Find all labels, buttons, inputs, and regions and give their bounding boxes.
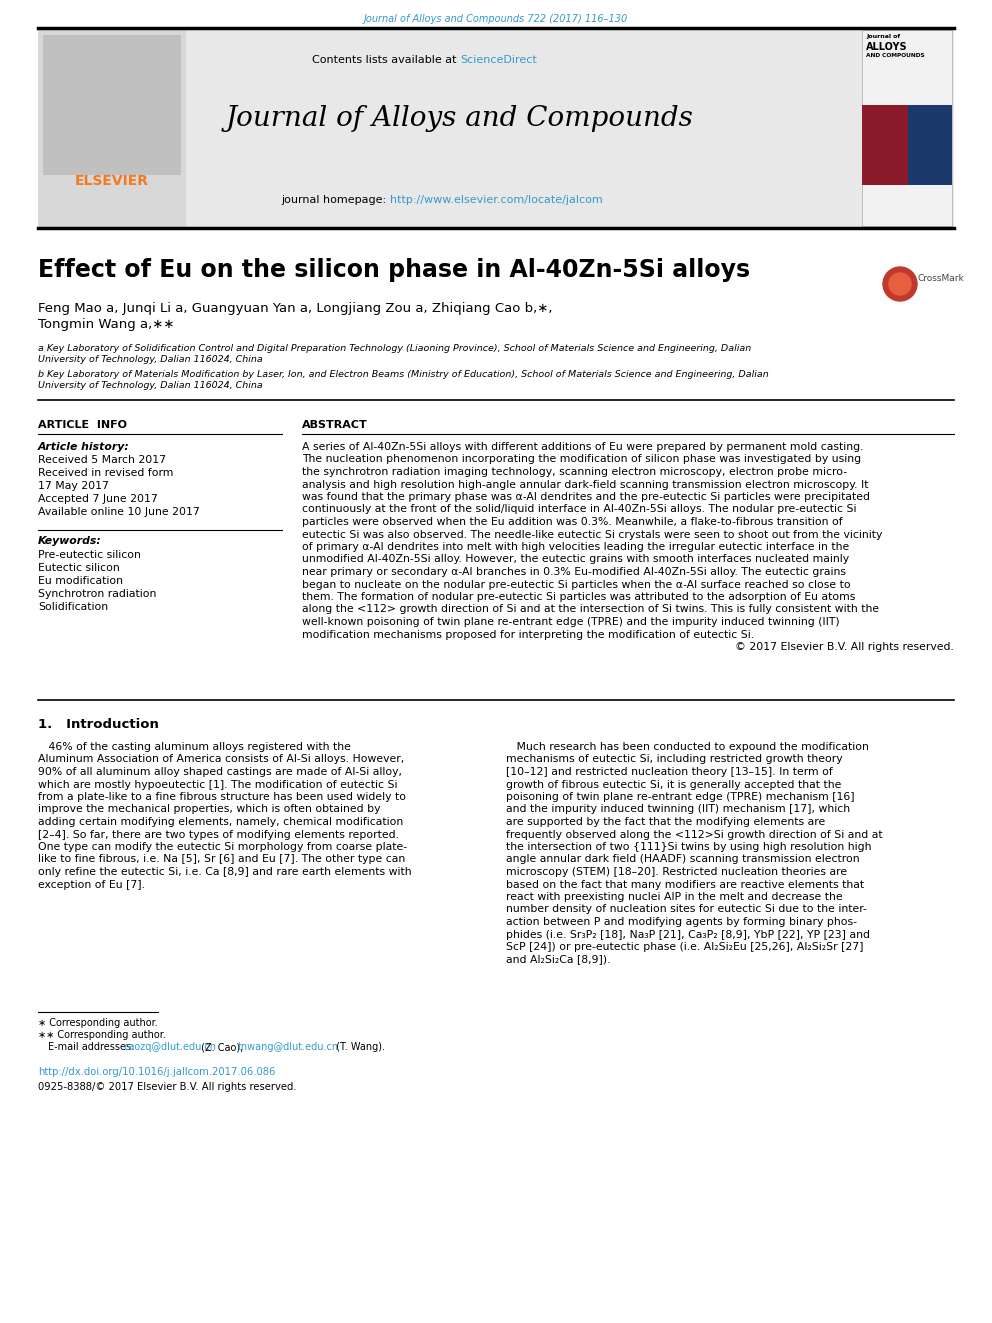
Text: the synchrotron radiation imaging technology, scanning electron microscopy, elec: the synchrotron radiation imaging techno… — [302, 467, 847, 478]
Text: ABSTRACT: ABSTRACT — [302, 419, 368, 430]
Text: Tongmin Wang a,∗∗: Tongmin Wang a,∗∗ — [38, 318, 175, 331]
Text: action between P and modifying agents by forming binary phos-: action between P and modifying agents by… — [506, 917, 857, 927]
Text: Accepted 7 June 2017: Accepted 7 June 2017 — [38, 493, 158, 504]
Text: ✕: ✕ — [896, 280, 904, 292]
Text: caozq@dlut.edu.cn: caozq@dlut.edu.cn — [123, 1043, 216, 1052]
Text: A series of Al-40Zn-5Si alloys with different additions of Eu were prepared by p: A series of Al-40Zn-5Si alloys with diff… — [302, 442, 863, 452]
Text: like to fine fibrous, i.e. Na [5], Sr [6] and Eu [7]. The other type can: like to fine fibrous, i.e. Na [5], Sr [6… — [38, 855, 406, 864]
Bar — [38, 28, 186, 228]
Text: 1.   Introduction: 1. Introduction — [38, 718, 159, 732]
Text: © 2017 Elsevier B.V. All rights reserved.: © 2017 Elsevier B.V. All rights reserved… — [735, 642, 954, 652]
Text: Aluminum Association of America consists of Al-Si alloys. However,: Aluminum Association of America consists… — [38, 754, 405, 765]
Text: continuously at the front of the solid/liquid interface in Al-40Zn-5Si alloys. T: continuously at the front of the solid/l… — [302, 504, 856, 515]
Text: was found that the primary phase was α-Al dendrites and the pre-eutectic Si part: was found that the primary phase was α-A… — [302, 492, 870, 501]
Text: b Key Laboratory of Materials Modification by Laser, Ion, and Electron Beams (Mi: b Key Laboratory of Materials Modificati… — [38, 370, 769, 378]
Text: ∗∗ Corresponding author.: ∗∗ Corresponding author. — [38, 1031, 166, 1040]
Text: only refine the eutectic Si, i.e. Ca [8,9] and rare earth elements with: only refine the eutectic Si, i.e. Ca [8,… — [38, 867, 412, 877]
Text: number density of nucleation sites for eutectic Si due to the inter-: number density of nucleation sites for e… — [506, 905, 867, 914]
Text: which are mostly hypoeutectic [1]. The modification of eutectic Si: which are mostly hypoeutectic [1]. The m… — [38, 779, 398, 790]
Text: Contents lists available at: Contents lists available at — [312, 56, 460, 65]
Text: [2–4]. So far, there are two types of modifying elements reported.: [2–4]. So far, there are two types of mo… — [38, 830, 399, 840]
Text: Much research has been conducted to expound the modification: Much research has been conducted to expo… — [506, 742, 869, 751]
Text: Keywords:: Keywords: — [38, 536, 102, 546]
Text: http://www.elsevier.com/locate/jalcom: http://www.elsevier.com/locate/jalcom — [390, 194, 603, 205]
Text: began to nucleate on the nodular pre-eutectic Si particles when the α-Al surface: began to nucleate on the nodular pre-eut… — [302, 579, 850, 590]
Text: University of Technology, Dalian 116024, China: University of Technology, Dalian 116024,… — [38, 355, 263, 364]
Text: CrossMark: CrossMark — [918, 274, 965, 283]
Text: and the impurity induced twinning (IIT) mechanism [17], which: and the impurity induced twinning (IIT) … — [506, 804, 850, 815]
Text: Received 5 March 2017: Received 5 March 2017 — [38, 455, 166, 464]
Text: Journal of: Journal of — [866, 34, 900, 38]
Text: (Z. Cao),: (Z. Cao), — [198, 1043, 246, 1052]
Text: Solidification: Solidification — [38, 602, 108, 613]
Text: Journal of Alloys and Compounds 722 (2017) 116–130: Journal of Alloys and Compounds 722 (201… — [364, 15, 628, 24]
Text: Eu modification: Eu modification — [38, 576, 123, 586]
Text: phides (i.e. Sr₃P₂ [18], Na₃P [21], Ca₃P₂ [8,9], YbP [22], YP [23] and: phides (i.e. Sr₃P₂ [18], Na₃P [21], Ca₃P… — [506, 930, 870, 939]
Text: poisoning of twin plane re-entrant edge (TPRE) mechanism [16]: poisoning of twin plane re-entrant edge … — [506, 792, 855, 802]
Text: are supported by the fact that the modifying elements are: are supported by the fact that the modif… — [506, 818, 825, 827]
Text: Synchrotron radiation: Synchrotron radiation — [38, 589, 157, 599]
Text: mechanisms of eutectic Si, including restricted growth theory: mechanisms of eutectic Si, including res… — [506, 754, 842, 765]
Text: of primary α-Al dendrites into melt with high velocities leading the irregular e: of primary α-Al dendrites into melt with… — [302, 542, 849, 552]
Text: Journal of Alloys and Compounds: Journal of Alloys and Compounds — [226, 105, 694, 132]
Text: angle annular dark field (HAADF) scanning transmission electron: angle annular dark field (HAADF) scannin… — [506, 855, 860, 864]
Text: Eutectic silicon: Eutectic silicon — [38, 564, 120, 573]
Text: The nucleation phenomenon incorporating the modification of silicon phase was in: The nucleation phenomenon incorporating … — [302, 455, 861, 464]
Text: 0925-8388/© 2017 Elsevier B.V. All rights reserved.: 0925-8388/© 2017 Elsevier B.V. All right… — [38, 1082, 297, 1091]
Text: frequently observed along the <112>Si growth direction of Si and at: frequently observed along the <112>Si gr… — [506, 830, 883, 840]
Text: particles were observed when the Eu addition was 0.3%. Meanwhile, a flake-to-fib: particles were observed when the Eu addi… — [302, 517, 842, 527]
Text: react with preexisting nuclei AlP in the melt and decrease the: react with preexisting nuclei AlP in the… — [506, 892, 842, 902]
Circle shape — [889, 273, 911, 295]
Text: University of Technology, Dalian 116024, China: University of Technology, Dalian 116024,… — [38, 381, 263, 390]
Text: ScienceDirect: ScienceDirect — [460, 56, 537, 65]
Text: unmodified Al-40Zn-5Si alloy. However, the eutectic grains with smooth interface: unmodified Al-40Zn-5Si alloy. However, t… — [302, 554, 849, 565]
Text: ALLOYS: ALLOYS — [866, 42, 908, 52]
Text: modification mechanisms proposed for interpreting the modification of eutectic S: modification mechanisms proposed for int… — [302, 630, 754, 639]
Text: 46% of the casting aluminum alloys registered with the: 46% of the casting aluminum alloys regis… — [38, 742, 351, 751]
Text: 90% of all aluminum alloy shaped castings are made of Al-Si alloy,: 90% of all aluminum alloy shaped casting… — [38, 767, 402, 777]
Bar — [862, 30, 952, 226]
Text: Received in revised form: Received in revised form — [38, 468, 174, 478]
Text: ARTICLE  INFO: ARTICLE INFO — [38, 419, 127, 430]
Text: One type can modify the eutectic Si morphology from coarse plate-: One type can modify the eutectic Si morp… — [38, 841, 407, 852]
Text: ∗ Corresponding author.: ∗ Corresponding author. — [38, 1017, 158, 1028]
Text: journal homepage:: journal homepage: — [282, 194, 390, 205]
Bar — [43, 34, 181, 175]
Text: near primary or secondary α-Al branches in 0.3% Eu-modified Al-40Zn-5Si alloy. T: near primary or secondary α-Al branches … — [302, 568, 846, 577]
Text: based on the fact that many modifiers are reactive elements that: based on the fact that many modifiers ar… — [506, 880, 864, 889]
Text: the intersection of two {111}Si twins by using high resolution high: the intersection of two {111}Si twins by… — [506, 841, 872, 852]
Text: a Key Laboratory of Solidification Control and Digital Preparation Technology (L: a Key Laboratory of Solidification Contr… — [38, 344, 751, 353]
Text: analysis and high resolution high-angle annular dark-field scanning transmission: analysis and high resolution high-angle … — [302, 479, 869, 490]
Text: along the <112> growth direction of Si and at the intersection of Si twins. This: along the <112> growth direction of Si a… — [302, 605, 879, 614]
Bar — [908, 105, 952, 185]
Text: eutectic Si was also observed. The needle-like eutectic Si crystals were seen to: eutectic Si was also observed. The needl… — [302, 529, 882, 540]
Text: Available online 10 June 2017: Available online 10 June 2017 — [38, 507, 199, 517]
Text: E-mail addresses:: E-mail addresses: — [48, 1043, 138, 1052]
Text: adding certain modifying elements, namely, chemical modification: adding certain modifying elements, namel… — [38, 818, 404, 827]
Text: ScP [24]) or pre-eutectic phase (i.e. Al₂Si₂Eu [25,26], Al₂Si₂Sr [27]: ScP [24]) or pre-eutectic phase (i.e. Al… — [506, 942, 863, 953]
Circle shape — [883, 267, 917, 302]
Bar — [38, 28, 954, 228]
Text: microscopy (STEM) [18–20]. Restricted nucleation theories are: microscopy (STEM) [18–20]. Restricted nu… — [506, 867, 847, 877]
Text: and Al₂Si₂Ca [8,9]).: and Al₂Si₂Ca [8,9]). — [506, 954, 610, 964]
Text: Feng Mao a, Junqi Li a, Guangyuan Yan a, Longjiang Zou a, Zhiqiang Cao b,∗,: Feng Mao a, Junqi Li a, Guangyuan Yan a,… — [38, 302, 553, 315]
Text: tnwang@dlut.edu.cn: tnwang@dlut.edu.cn — [238, 1043, 339, 1052]
Text: (T. Wang).: (T. Wang). — [333, 1043, 385, 1052]
Text: improve the mechanical properties, which is often obtained by: improve the mechanical properties, which… — [38, 804, 381, 815]
Text: 17 May 2017: 17 May 2017 — [38, 482, 109, 491]
Text: [10–12] and restricted nucleation theory [13–15]. In term of: [10–12] and restricted nucleation theory… — [506, 767, 832, 777]
Text: AND COMPOUNDS: AND COMPOUNDS — [866, 53, 925, 58]
Text: http://dx.doi.org/10.1016/j.jallcom.2017.06.086: http://dx.doi.org/10.1016/j.jallcom.2017… — [38, 1068, 276, 1077]
Text: Pre-eutectic silicon: Pre-eutectic silicon — [38, 550, 141, 560]
Text: well-known poisoning of twin plane re-entrant edge (TPRE) and the impurity induc: well-known poisoning of twin plane re-en… — [302, 617, 839, 627]
Text: ELSEVIER: ELSEVIER — [75, 175, 149, 188]
Text: them. The formation of nodular pre-eutectic Si particles was attributed to the a: them. The formation of nodular pre-eutec… — [302, 591, 855, 602]
Text: Effect of Eu on the silicon phase in Al-40Zn-5Si alloys: Effect of Eu on the silicon phase in Al-… — [38, 258, 750, 282]
Text: from a plate-like to a fine fibrous structure has been used widely to: from a plate-like to a fine fibrous stru… — [38, 792, 406, 802]
Text: exception of Eu [7].: exception of Eu [7]. — [38, 880, 145, 889]
Text: growth of fibrous eutectic Si, it is generally accepted that the: growth of fibrous eutectic Si, it is gen… — [506, 779, 841, 790]
Text: Article history:: Article history: — [38, 442, 130, 452]
Bar — [862, 105, 952, 185]
